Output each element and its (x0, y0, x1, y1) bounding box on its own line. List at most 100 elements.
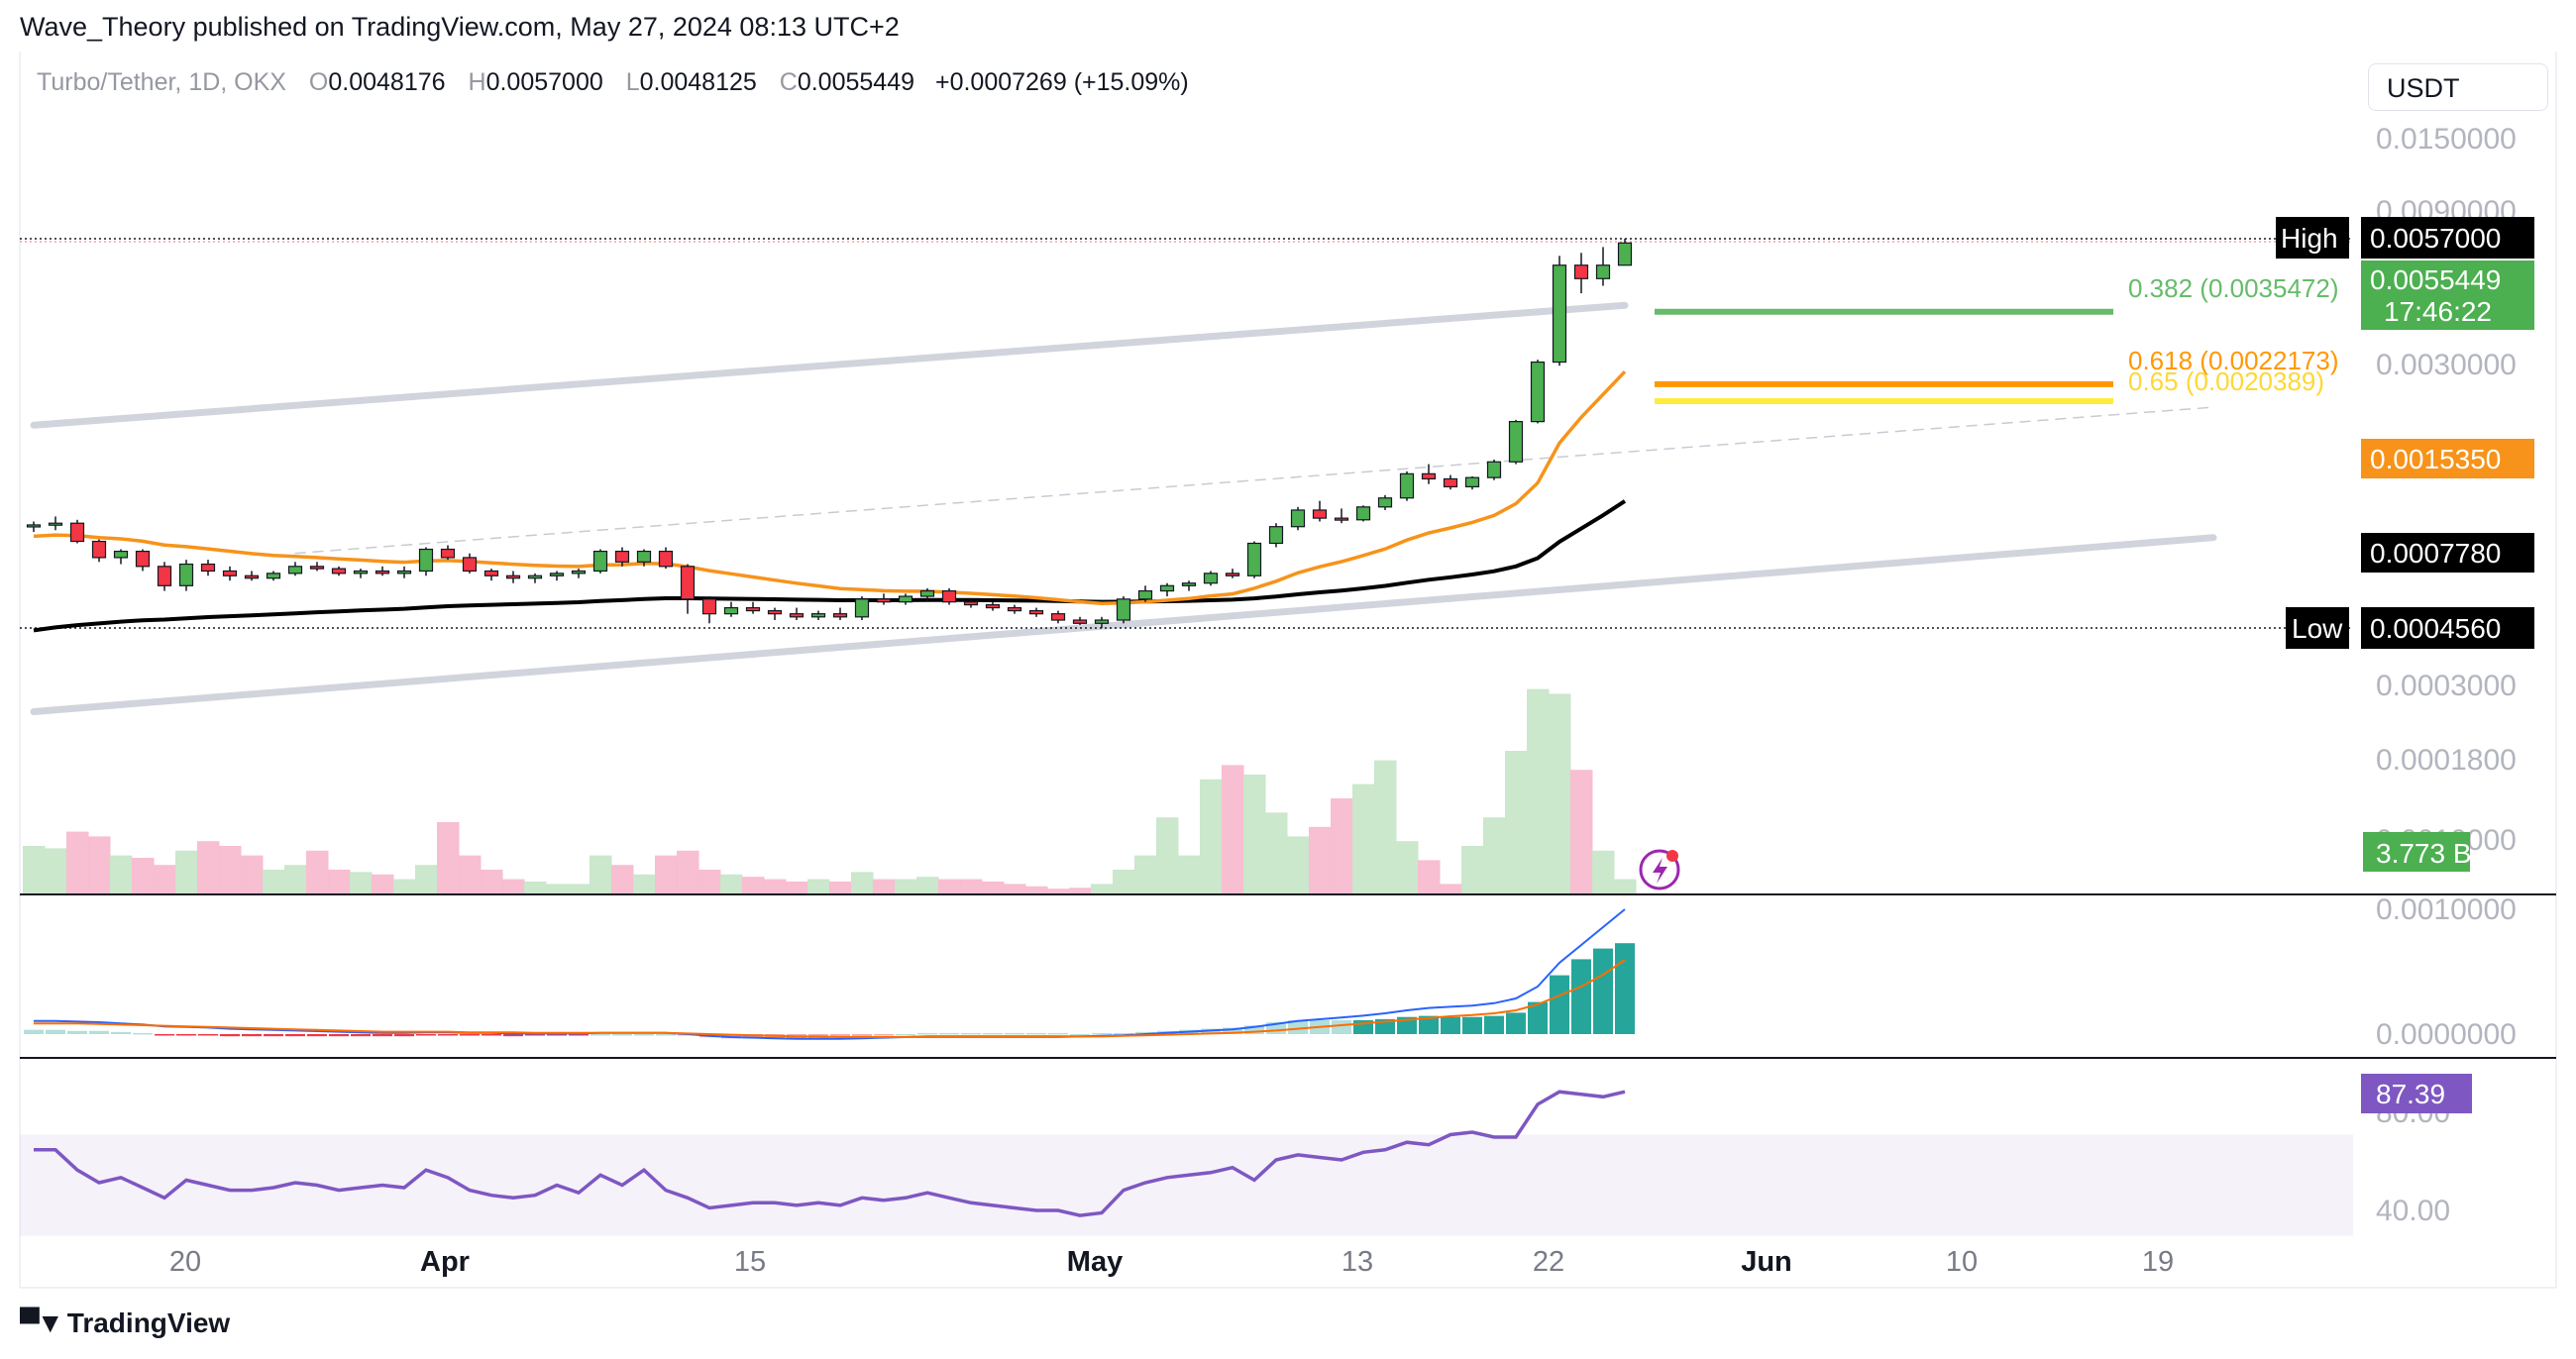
tradingview-logo-icon: ▀▼ (20, 1307, 64, 1338)
last-price-label: 0.0055449 (2370, 264, 2501, 295)
macd-histogram-bar (1462, 1016, 1482, 1034)
macd-histogram-bar (460, 1034, 480, 1036)
volume-bar (1265, 812, 1288, 893)
fib-level-label: 0.382 (0.0035472) (2128, 273, 2339, 303)
candle-body (157, 566, 172, 586)
volume-bar (1178, 855, 1201, 893)
volume-bar (1570, 770, 1593, 893)
volume-bar (197, 841, 220, 893)
candle-body (1421, 472, 1437, 480)
candle-body (614, 550, 630, 563)
ema-long-badge (2361, 533, 2534, 573)
publisher-text: Wave_Theory published on TradingView.com… (20, 12, 900, 42)
volume-bar (1592, 850, 1615, 893)
macd-histogram-bar (438, 1034, 458, 1036)
volume-bar (960, 879, 983, 893)
ema-long-price-label: 0.0007780 (2370, 538, 2501, 569)
volume-bar (1069, 888, 1092, 893)
candle-body (1268, 526, 1284, 545)
candle-body (1617, 242, 1633, 266)
alert-bolt-glyph (1653, 858, 1667, 884)
candle-body (985, 604, 1001, 609)
volume-bar (1134, 855, 1157, 893)
candle-body (287, 566, 303, 575)
macd-axis-tick: 0.0010000 (2376, 893, 2517, 926)
channel-lower-trendline (30, 534, 2217, 715)
macd-histogram-bar (1114, 1032, 1133, 1035)
tradingview-logo[interactable]: ▀▼ TradingView (20, 1307, 230, 1339)
macd-histogram-bar (1615, 943, 1635, 1034)
candle-body (1225, 573, 1240, 576)
volume-bar (437, 822, 460, 893)
candle-body (505, 575, 521, 579)
macd-histogram-bar (634, 1034, 654, 1036)
volume-bar (1309, 826, 1332, 893)
candle-body (941, 589, 957, 603)
volume-bar (1549, 693, 1571, 893)
countdown-label: 17:46:22 (2384, 296, 2492, 327)
channel-mid-trendline (294, 406, 2214, 555)
volume-bar (720, 874, 743, 893)
candle-body (571, 570, 587, 575)
macd-histogram-bar (307, 1034, 327, 1037)
candle-body (200, 563, 216, 573)
macd-histogram-bar (961, 1032, 981, 1035)
macd-histogram-bar (416, 1034, 436, 1036)
candle-body (1181, 582, 1197, 586)
candle-body (135, 550, 151, 568)
volume-bar (590, 855, 612, 893)
macd-histogram-bar (1005, 1032, 1024, 1035)
price-axis-tick: 0.0150000 (2376, 123, 2517, 156)
volume-bar (1440, 884, 1462, 893)
macd-histogram-bar (482, 1034, 501, 1036)
change-value: +0.0007269 (+15.09%) (934, 68, 1189, 96)
volume-bar (568, 884, 590, 893)
symbol-label[interactable]: Turbo/Tether, 1D, OKX (37, 68, 286, 96)
macd-histogram-bar (264, 1034, 283, 1037)
macd-histogram-bar (111, 1031, 131, 1034)
volume-value-badge (2363, 832, 2470, 872)
candle-body (767, 609, 783, 615)
macd-histogram-bar (1397, 1016, 1417, 1034)
open-label: O (308, 68, 329, 96)
macd-histogram-bar (351, 1034, 371, 1037)
macd-histogram-bar (612, 1034, 632, 1036)
volume-bar (611, 865, 634, 893)
volume-bar (502, 879, 525, 893)
candle-body (91, 540, 107, 559)
low-tag-badge (2286, 607, 2349, 649)
candle-body (636, 550, 652, 563)
time-axis-tick: 22 (1533, 1246, 1564, 1278)
time-axis-tick: 15 (734, 1246, 766, 1278)
macd-histogram-bar (1441, 1016, 1460, 1034)
rsi-value-label: 87.39 (2376, 1079, 2445, 1109)
candle-body (658, 550, 674, 568)
volume-bar (916, 877, 939, 893)
candle-body (919, 589, 935, 597)
volume-bar (1025, 886, 1048, 893)
candle-body (440, 548, 456, 559)
currency-selector[interactable]: USDT (2368, 63, 2548, 111)
candle-body (789, 613, 805, 618)
candle-body (309, 566, 325, 570)
macd-histogram-bar (1288, 1019, 1308, 1034)
candle-body (48, 522, 63, 526)
volume-bar (764, 879, 787, 893)
high-label: H (468, 68, 486, 96)
channel-upper-trendline (30, 301, 1629, 429)
candle-body (1094, 619, 1110, 624)
candle-body (353, 570, 369, 575)
macd-histogram-bar (1550, 975, 1569, 1034)
macd-histogram-bar (1266, 1022, 1286, 1034)
candle-body (1159, 584, 1175, 592)
macd-histogram-bar (176, 1034, 196, 1036)
volume-bar (481, 870, 503, 893)
volume-bar (1418, 860, 1441, 893)
candle-body (113, 550, 129, 559)
macd-histogram-bar (852, 1034, 872, 1037)
macd-histogram-bar (67, 1030, 87, 1034)
volume-bar (263, 870, 285, 893)
time-axis-tick: 20 (169, 1246, 201, 1278)
